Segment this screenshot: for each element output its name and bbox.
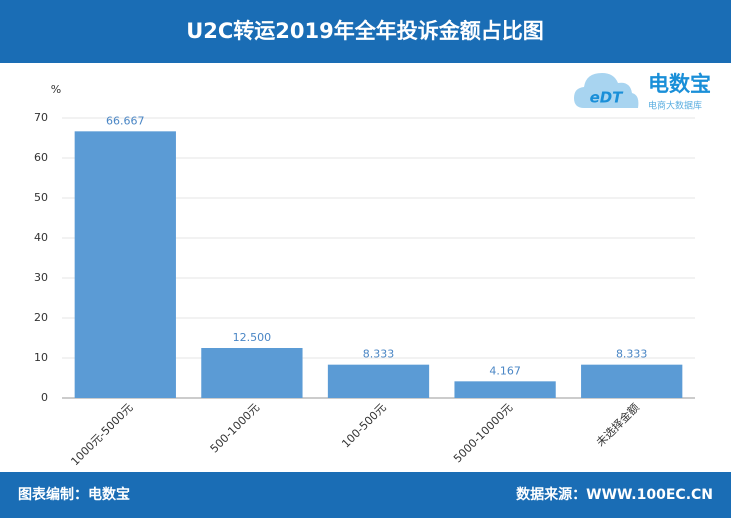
logo-cloud	[574, 73, 639, 108]
logo-tagline: 电商大数据库	[648, 100, 702, 112]
value-label: 8.333	[363, 348, 395, 361]
footer-right: 数据来源：WWW.100EC.CN	[516, 486, 713, 503]
y-tick-label: 0	[41, 391, 48, 404]
footer-band	[0, 472, 731, 518]
y-tick-label: 30	[34, 271, 48, 284]
y-tick-label: 10	[34, 351, 48, 364]
chart-title: U2C转运2019年全年投诉金额占比图	[186, 19, 544, 43]
footer-left: 图表编制：电数宝	[18, 486, 130, 503]
value-label: 66.667	[106, 114, 145, 127]
header-band	[0, 0, 731, 63]
y-axis-label: %	[51, 83, 61, 96]
logo-mark: eDT	[590, 89, 625, 107]
bar	[201, 348, 303, 398]
value-label: 4.167	[489, 364, 521, 377]
y-tick-label: 70	[34, 111, 48, 124]
bar	[327, 364, 430, 398]
bar	[581, 364, 683, 398]
value-label: 8.333	[616, 348, 648, 361]
bar	[74, 131, 176, 398]
y-tick-label: 40	[34, 231, 48, 244]
y-tick-label: 20	[34, 311, 48, 324]
value-label: 12.500	[233, 331, 272, 344]
y-tick-label: 50	[34, 191, 48, 204]
logo: eDT 电数宝 电商大数据库	[574, 72, 711, 112]
logo-name: 电数宝	[648, 72, 711, 96]
y-tick-label: 60	[34, 151, 48, 164]
bar	[454, 381, 556, 398]
